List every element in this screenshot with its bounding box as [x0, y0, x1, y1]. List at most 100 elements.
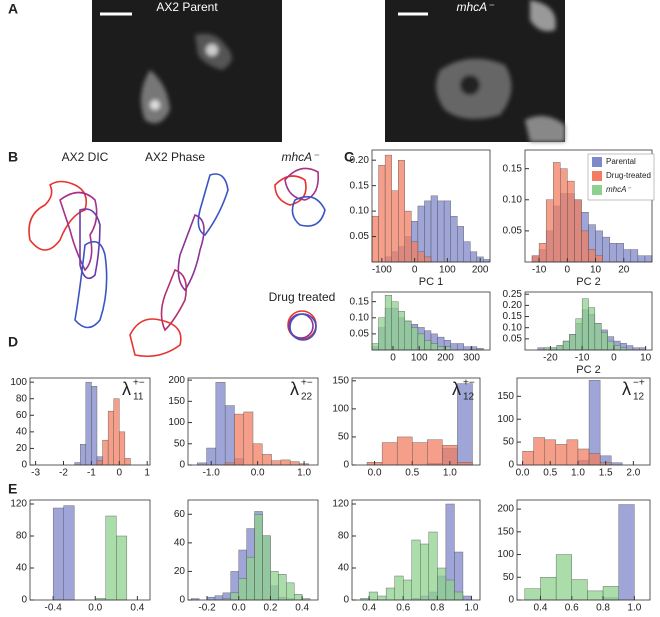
histogram-bar — [378, 165, 386, 263]
y-tick-label: 80 — [16, 393, 28, 404]
x-axis-title: PC 2 — [576, 364, 600, 376]
histogram-bar — [630, 249, 639, 263]
x-tick-label: 200 — [437, 353, 454, 364]
histogram-bar — [119, 431, 126, 466]
histogram-bar — [450, 215, 458, 263]
title-sup: +− — [301, 378, 313, 389]
histogram-bar — [562, 340, 570, 351]
histogram-bar — [215, 382, 226, 466]
histogram-bar — [555, 444, 568, 466]
histogram-bar — [531, 255, 540, 263]
x-tick-label: 100 — [439, 265, 456, 276]
y-tick-label: 0.05 — [503, 333, 523, 344]
x-axis-title: PC 1 — [419, 276, 443, 288]
x-tick-label: 0.4 — [534, 603, 548, 614]
image-title: mhcA⁻ — [456, 0, 495, 14]
micrograph — [92, 0, 282, 142]
histogram-bar — [286, 582, 295, 601]
histogram-bar — [403, 579, 412, 601]
y-tick-label: 150 — [332, 375, 349, 386]
x-tick-label: 0.0 — [368, 468, 382, 479]
histogram-bar — [270, 571, 279, 601]
histogram-bar — [91, 386, 98, 466]
x-tick-label: 0.0 — [88, 603, 102, 614]
histogram-bar — [595, 255, 603, 263]
histogram-bar — [368, 591, 378, 601]
y-tick-label: 150 — [497, 391, 514, 402]
histogram-bar — [594, 323, 602, 351]
histogram-bar — [271, 460, 282, 466]
y-tick-label: 50 — [174, 438, 186, 449]
y-tick-label: 200 — [497, 504, 514, 515]
axes-frame — [516, 499, 651, 601]
histogram-bar — [588, 453, 601, 466]
histogram-bar — [626, 345, 634, 351]
histogram-bar — [538, 243, 547, 263]
title-sup: +− — [463, 378, 475, 389]
x-tick-label: -0.4 — [45, 603, 63, 614]
y-tick-label: 0.20 — [503, 300, 523, 311]
histogram-bar — [294, 594, 303, 601]
x-tick-label: -10 — [575, 353, 590, 364]
histogram-bar — [545, 199, 554, 263]
y-tick-label: 40 — [16, 563, 28, 574]
x-tick-label: 1.0 — [443, 468, 457, 479]
x-tick-label: -1 — [87, 468, 96, 479]
x-tick-label: 1.0 — [571, 468, 585, 479]
x-tick-label: 0.4 — [130, 603, 144, 614]
x-tick-label: -3 — [31, 468, 40, 479]
histogram-bar — [398, 311, 405, 351]
x-tick-label: -20 — [543, 353, 558, 364]
panel-label: C — [344, 149, 354, 165]
histogram-bar — [384, 154, 392, 263]
x-tick-label: -0.2 — [198, 603, 216, 614]
histogram-bar — [556, 345, 564, 351]
x-tick-label: 0 — [565, 265, 571, 276]
histogram-bar — [450, 343, 458, 351]
histogram-bar — [377, 595, 387, 601]
y-tick-label: 200 — [168, 375, 185, 386]
y-tick-label: 40 — [174, 537, 186, 548]
histogram-bar — [623, 249, 632, 263]
y-tick-label: 60 — [174, 509, 186, 520]
x-tick-label: 0.0 — [232, 603, 246, 614]
y-tick-label: 0.05 — [350, 231, 370, 242]
histogram-bar — [412, 442, 428, 466]
y-tick-label: 150 — [168, 396, 185, 407]
x-tick-label: 300 — [463, 353, 480, 364]
histogram-bar — [371, 343, 379, 351]
histogram-bar — [588, 307, 596, 351]
y-tick-label: 20 — [16, 443, 28, 454]
x-tick-label: -100 — [372, 265, 392, 276]
histogram-bar — [105, 515, 117, 601]
histogram-bar — [230, 592, 239, 601]
x-tick-label: 10 — [590, 265, 602, 276]
histogram-bar — [588, 249, 596, 263]
legend-swatch — [592, 185, 602, 195]
x-tick-label: 1.5 — [599, 468, 613, 479]
histogram-bar — [85, 381, 92, 466]
histogram-bar — [437, 200, 445, 263]
histogram-bar — [262, 535, 271, 601]
histogram-bar — [262, 454, 272, 466]
y-tick-label: 50 — [338, 432, 350, 443]
histogram-bar — [234, 413, 244, 466]
x-tick-label: 0.8 — [596, 603, 610, 614]
title-sub: 11 — [133, 392, 144, 403]
x-tick-label: 10 — [640, 353, 652, 364]
histogram-bar — [602, 236, 610, 263]
x-tick-label: 0.5 — [405, 468, 419, 479]
y-tick-label: 0 — [508, 595, 514, 606]
histogram-bar — [396, 436, 413, 466]
x-tick-label: -1.0 — [203, 468, 221, 479]
histogram-bar — [470, 251, 478, 263]
y-tick-label: 0.10 — [503, 194, 523, 205]
title-sup: +− — [133, 378, 145, 389]
histogram-bar — [613, 345, 621, 351]
histogram-bar — [581, 298, 589, 351]
histogram-bar — [602, 586, 619, 601]
histogram-bar — [411, 539, 421, 601]
axes-frame — [351, 499, 481, 601]
histogram-bar — [280, 459, 291, 466]
histogram-bar — [587, 590, 604, 601]
